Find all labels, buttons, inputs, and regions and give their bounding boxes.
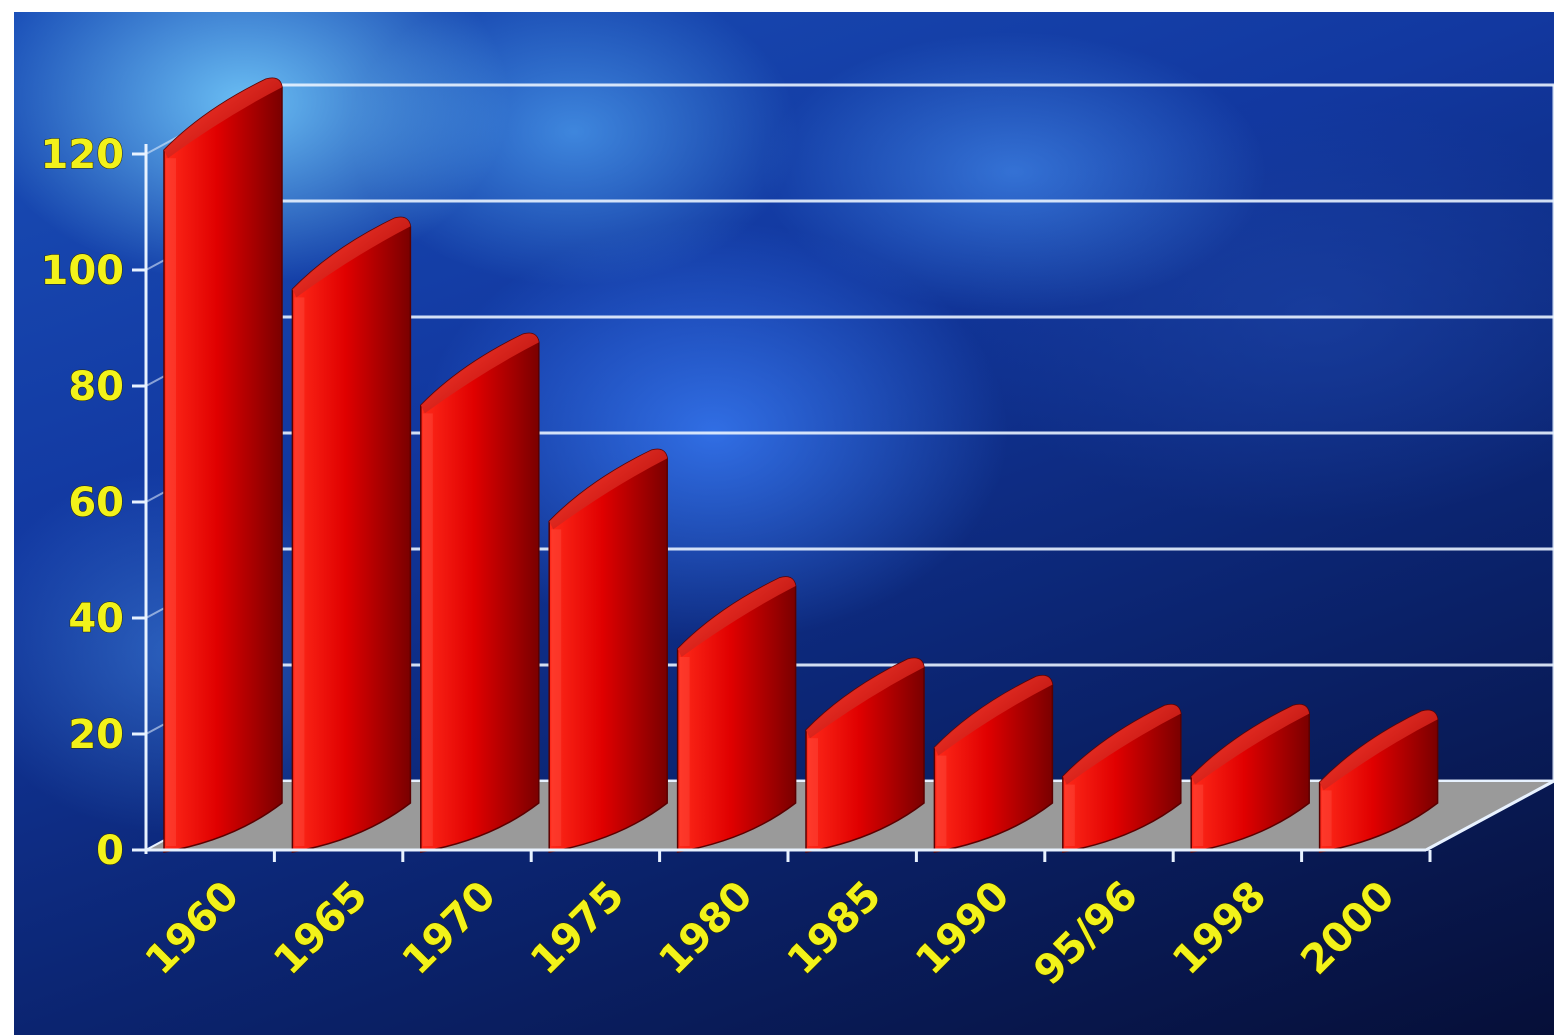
y-tick-label-80: 80 xyxy=(68,364,124,410)
bar-shine xyxy=(1193,784,1204,846)
x-tick-label-1960: 1960 xyxy=(137,873,248,984)
x-tick-label-1970: 1970 xyxy=(394,873,505,984)
x-tick-label-1965: 1965 xyxy=(265,873,376,984)
bar-body xyxy=(420,332,540,853)
bar-1970 xyxy=(420,332,540,853)
floor-right-edge xyxy=(1425,779,1554,852)
bar-cap xyxy=(1062,704,1181,785)
bar-cap xyxy=(1191,704,1310,785)
bar-cap xyxy=(164,78,282,159)
bar-1965 xyxy=(291,216,412,853)
bar-1980 xyxy=(676,576,797,853)
x-tick-label-1980: 1980 xyxy=(650,873,761,984)
bar-cap xyxy=(934,675,1053,756)
y-tick-label-40: 40 xyxy=(68,596,124,642)
bar-cap xyxy=(1319,710,1438,791)
bar-cap xyxy=(677,577,796,657)
bar-shine xyxy=(679,657,690,846)
x-tick-label-1998: 1998 xyxy=(1164,873,1275,984)
x-tick-label-1975: 1975 xyxy=(522,873,633,984)
bar-1975 xyxy=(548,448,668,853)
bar-body xyxy=(163,77,283,853)
chart-frame: 0 20 40 60 80 100 120 1960 1965 1970 1975 1980 1985 1… xyxy=(14,12,1554,1035)
bar-cap xyxy=(292,217,411,298)
x-tick-label-1985: 1985 xyxy=(779,873,890,984)
y-tick-label-100: 100 xyxy=(41,248,125,294)
bar-shine xyxy=(551,529,562,846)
bar-95/96 xyxy=(1062,703,1182,853)
x-tick-label-2000: 2000 xyxy=(1292,873,1403,984)
bar-shine xyxy=(936,755,947,846)
bar-shine xyxy=(422,413,433,846)
bar-1998 xyxy=(1190,703,1310,853)
bar-1985 xyxy=(805,657,925,853)
bar-shine xyxy=(294,297,305,846)
bar-shine xyxy=(1321,790,1332,846)
bar-2000 xyxy=(1318,709,1439,853)
bar-shine xyxy=(166,158,176,846)
y-tick-label-0: 0 xyxy=(96,828,124,874)
y-tick-label-20: 20 xyxy=(68,712,124,758)
bar-layer xyxy=(163,77,1439,853)
axis-layer xyxy=(132,144,1554,862)
bar-body xyxy=(291,216,412,853)
bar-shine xyxy=(1064,784,1075,846)
y-tick-label-120: 120 xyxy=(41,132,125,178)
x-tick-label-95-96: 95/96 xyxy=(1025,873,1147,995)
y-tick-label-60: 60 xyxy=(68,480,124,526)
bar-1990 xyxy=(933,674,1054,853)
bar-shine xyxy=(808,738,818,846)
bar-cap xyxy=(549,449,668,530)
x-tick-label-1990: 1990 xyxy=(907,873,1018,984)
bar-1960 xyxy=(163,77,283,853)
bar-cap xyxy=(420,333,539,414)
bar-cap xyxy=(806,658,924,739)
